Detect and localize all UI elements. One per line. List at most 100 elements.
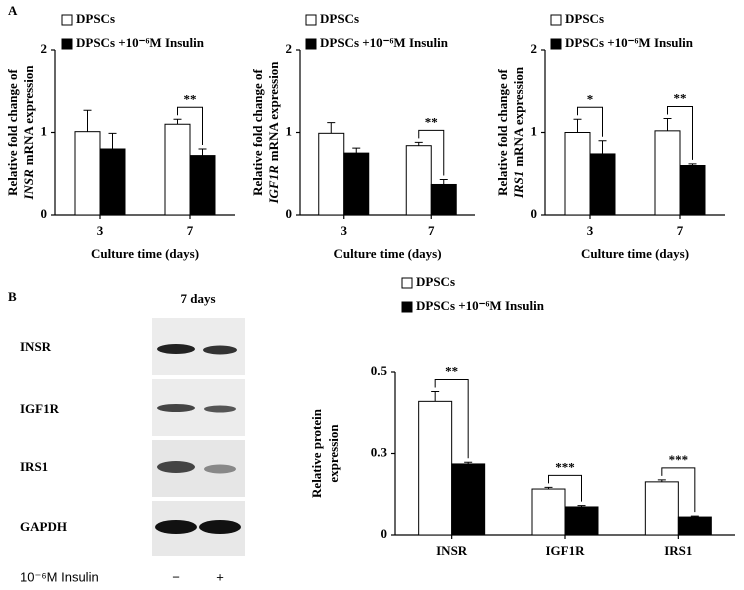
error-bar (108, 132, 117, 149)
bar (654, 130, 681, 216)
error-bar (83, 109, 92, 132)
legend-swatch (61, 14, 73, 26)
bar (451, 463, 486, 536)
panel-label: A (8, 3, 18, 18)
blot-row-label: INSR (20, 339, 52, 354)
blot-band (157, 461, 195, 473)
significance-label: ** (184, 91, 197, 106)
y-label-line: expression (326, 424, 341, 483)
y-tick-label: 0.3 (371, 444, 388, 459)
significance-bracket (667, 105, 693, 160)
chart: 0 0.3 0.5 Relative protein expression DPSCs DP… (309, 274, 735, 558)
y-axis-label: Relative fold change ofINSR mRNA expressi… (5, 65, 36, 201)
legend-label: DPSCs (76, 11, 115, 26)
error-bar (173, 118, 182, 125)
y-tick-label: 0 (286, 206, 293, 221)
error-bar (352, 147, 361, 154)
error-bar (598, 140, 607, 154)
treatment-label: 10⁻⁶M Insulin (20, 569, 99, 584)
legend-swatch (550, 38, 562, 50)
x-axis-label: Culture time (days) (91, 246, 199, 261)
blot-band (199, 520, 241, 534)
blot-band (157, 404, 195, 412)
legend-swatch (401, 301, 413, 313)
chart: 0 1 2 Relative fold change ofIGF1R mRNA expr… (250, 11, 475, 261)
legend-label: DPSCs +10⁻⁶M Insulin (416, 298, 545, 313)
lane-label: − (172, 569, 180, 584)
significance-label: * (587, 91, 594, 106)
legend-swatch (401, 277, 413, 289)
x-tick-label: 7 (187, 223, 194, 238)
y-label-gene: IRS1 (511, 171, 526, 199)
bar (430, 183, 457, 216)
blot-band (203, 345, 237, 355)
y-label-gene: IGF1R (266, 165, 281, 205)
x-axis-label: Culture time (days) (333, 246, 441, 261)
y-tick-label: 0 (531, 206, 538, 221)
y-label-line: mRNA expression (266, 61, 281, 162)
error-bar (577, 505, 586, 507)
x-tick-label: IRS1 (664, 543, 692, 558)
error-bar (544, 486, 553, 490)
y-tick-label: 2 (286, 41, 293, 56)
x-tick-label: INSR (436, 543, 468, 558)
bar (564, 506, 599, 536)
bar (418, 400, 453, 536)
significance-bracket (661, 467, 696, 513)
error-bar (414, 141, 423, 146)
x-tick-label: 3 (587, 223, 594, 238)
error-bar (688, 163, 697, 166)
bar (164, 123, 191, 216)
significance-label: ** (425, 114, 438, 129)
significance-label: ** (445, 364, 458, 379)
legend-label: DPSCs (320, 11, 359, 26)
y-label-line: Relative fold change of (250, 68, 265, 195)
bar (189, 155, 216, 216)
y-tick-label: 1 (531, 123, 538, 138)
western-blot: 7 days INSR IGF1R IRS1 GAPDH 10⁻⁶M Insul… (20, 291, 245, 584)
bar (644, 481, 679, 536)
y-tick-label: 2 (531, 41, 538, 56)
legend-swatch (550, 14, 562, 26)
y-axis-label: Relative fold change ofIGF1R mRNA express… (250, 61, 281, 205)
x-tick-label: 7 (428, 223, 435, 238)
blot-title: 7 days (180, 291, 215, 306)
significance-bracket (577, 106, 603, 137)
y-label-gene: INSR (21, 169, 36, 201)
error-bar (573, 118, 582, 133)
lane-label: + (216, 569, 224, 584)
x-tick-label: IGF1R (546, 543, 586, 558)
x-tick-label: 7 (677, 223, 684, 238)
error-bar (327, 122, 336, 134)
error-bar (198, 148, 207, 156)
chart: 0 1 2 Relative fold change ofINSR mRNA expre… (5, 11, 235, 261)
error-bar (657, 479, 666, 482)
significance-label: *** (669, 452, 689, 467)
significance-bracket (548, 474, 582, 502)
y-label-line: mRNA expression (21, 65, 36, 166)
x-axis-label: Culture time (days) (581, 246, 689, 261)
error-bar (690, 515, 699, 518)
y-tick-label: 0 (381, 526, 388, 541)
significance-bracket (177, 106, 203, 145)
legend-label: DPSCs +10⁻⁶M Insulin (565, 35, 694, 50)
y-label-line: Relative fold change of (5, 68, 20, 195)
y-axis-label: Relative fold change ofIRS1 mRNA expressi… (495, 66, 526, 199)
y-tick-label: 1 (286, 123, 293, 138)
x-tick-label: 3 (97, 223, 104, 238)
significance-bracket (434, 379, 469, 459)
legend-swatch (305, 38, 317, 50)
legend-label: DPSCs +10⁻⁶M Insulin (320, 35, 449, 50)
bar (531, 488, 566, 536)
y-label-line: mRNA expression (511, 66, 526, 167)
bar (589, 153, 616, 216)
legend-swatch (61, 38, 73, 50)
bar (677, 516, 712, 536)
blot-band (204, 464, 236, 474)
bar (318, 132, 345, 216)
y-tick-label: 0 (41, 206, 48, 221)
blot-band (204, 405, 236, 413)
significance-bracket (418, 129, 445, 176)
y-label-line: Relative protein (309, 408, 324, 498)
